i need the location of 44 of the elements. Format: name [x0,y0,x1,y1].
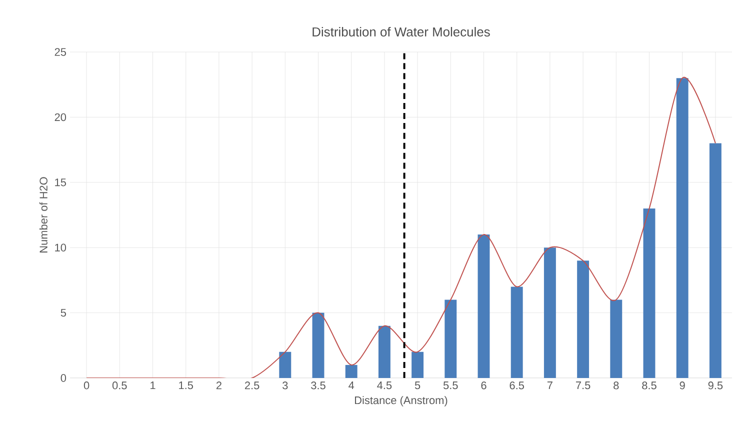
bar [643,208,656,378]
bar [312,312,324,378]
y-tick-label: 10 [55,244,66,252]
x-tick-label: 2.5 [244,382,260,390]
bar [412,352,424,378]
x-tick-label: 6 [481,382,486,390]
y-tick-label: 25 [54,48,66,56]
x-tick-label: 2 [216,382,222,390]
x-tick-label: 5 [414,382,420,390]
y-tick-label: 15 [55,178,66,186]
x-tick-label: 3.5 [311,382,326,390]
x-tick-label: 8.5 [642,382,656,390]
bar [478,234,490,378]
x-tick-label: 8 [614,382,619,390]
bar [544,248,556,378]
x-tick-label: 0 [84,382,90,390]
bar [378,326,390,378]
x-tick-label: 9 [680,382,685,390]
x-tick-label: 1.5 [179,382,193,390]
x-tick-label: 7.5 [576,382,590,390]
x-tick-label: 5.5 [443,382,458,390]
y-tick-label: 0 [60,374,66,382]
y-tick-label: 20 [54,113,66,122]
x-tick-label: 0.5 [112,382,127,390]
bar [510,286,523,378]
bar [345,364,358,378]
y-axis-title: Number of H2O [39,177,48,252]
line-series [86,78,716,378]
x-tick-label: 7 [547,382,552,390]
x-tick-label: 9.5 [708,382,723,390]
chart-title: Distribution of Water Molecules [312,26,490,36]
y-tick-label: 5 [60,308,66,317]
x-tick-label: 1 [150,382,156,390]
x-tick-label: 3 [282,382,288,390]
bar [709,143,722,378]
x-axis-title: Distance (Anstrom) [355,396,448,406]
bar [279,352,292,378]
x-tick-label: 4 [348,382,354,390]
bar [676,78,688,378]
bar [610,300,622,378]
x-tick-label: 6.5 [510,382,524,390]
bar [444,300,457,378]
x-tick-label: 4.5 [377,382,392,390]
bar [577,260,590,378]
